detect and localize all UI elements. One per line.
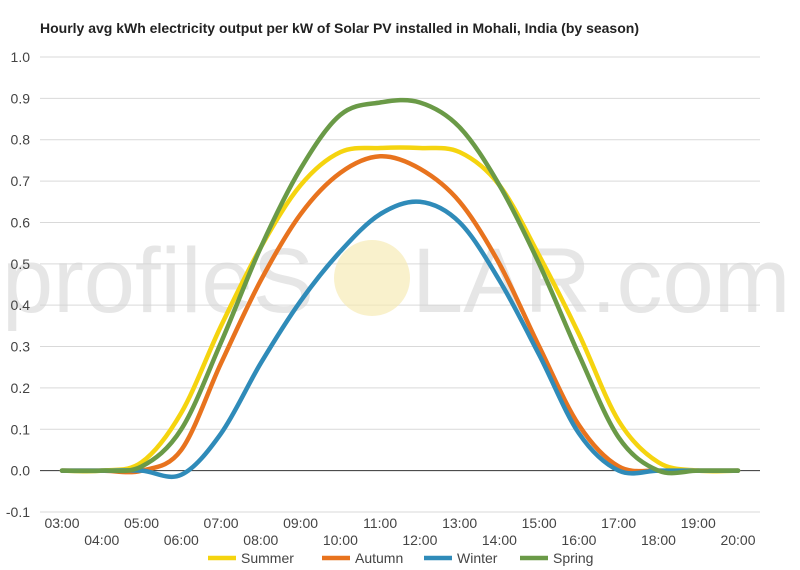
series-line-winter [59, 199, 741, 480]
series-line-spring [59, 97, 741, 476]
y-tick-label: -0.1 [6, 504, 30, 520]
x-tick-label: 06:00 [164, 532, 199, 548]
chart-title: Hourly avg kWh electricity output per kW… [40, 20, 639, 36]
x-tick-label: 07:00 [204, 515, 239, 531]
x-tick-label: 15:00 [522, 515, 557, 531]
legend-label-summer: Summer [241, 550, 294, 566]
x-tick-label: 04:00 [84, 532, 119, 548]
x-tick-label: 12:00 [402, 532, 437, 548]
x-tick-label: 14:00 [482, 532, 517, 548]
legend-label-spring: Spring [553, 550, 593, 566]
x-tick-label: 19:00 [681, 515, 716, 531]
watermark-text-right: LAR.com [412, 230, 790, 332]
y-tick-label: 0.8 [11, 132, 31, 148]
x-tick-label: 08:00 [243, 532, 278, 548]
x-tick-label: 03:00 [44, 515, 79, 531]
watermark: profileS LAR.com [2, 230, 790, 332]
x-tick-label: 05:00 [124, 515, 159, 531]
y-tick-label: 0.7 [11, 173, 31, 189]
x-tick-label: 20:00 [720, 532, 755, 548]
y-tick-label: 0.0 [11, 463, 31, 479]
y-tick-label: 0.5 [11, 256, 31, 272]
series-lines [59, 97, 741, 480]
x-tick-label: 17:00 [601, 515, 636, 531]
x-tick-label: 11:00 [363, 515, 397, 531]
y-tick-label: 0.3 [11, 339, 31, 355]
y-tick-label: 0.4 [11, 297, 31, 313]
y-tick-label: 0.2 [11, 380, 31, 396]
series-line-autumn [59, 154, 741, 475]
x-tick-label: 13:00 [442, 515, 477, 531]
watermark-text-left: profileS [2, 230, 314, 332]
x-tick-label: 16:00 [561, 532, 596, 548]
legend-label-winter: Winter [457, 550, 498, 566]
watermark-sun-logo [334, 240, 410, 316]
y-axis-ticks: -0.1 0.0 0.1 0.2 0.3 0.4 0.5 0.6 0.7 0.8 0.9 1.0 [6, 49, 30, 520]
y-tick-label: 0.6 [11, 214, 31, 230]
x-tick-label: 10:00 [323, 532, 358, 548]
y-tick-label: 0.9 [11, 90, 31, 106]
legend: Summer Autumn Winter Spring [208, 550, 593, 566]
series-line-summer [59, 145, 741, 474]
x-tick-label: 09:00 [283, 515, 318, 531]
grid-lines [40, 56, 760, 513]
legend-label-autumn: Autumn [355, 550, 403, 566]
x-tick-label: 18:00 [641, 532, 676, 548]
y-tick-label: 1.0 [11, 49, 31, 65]
y-tick-label: 0.1 [11, 421, 31, 437]
